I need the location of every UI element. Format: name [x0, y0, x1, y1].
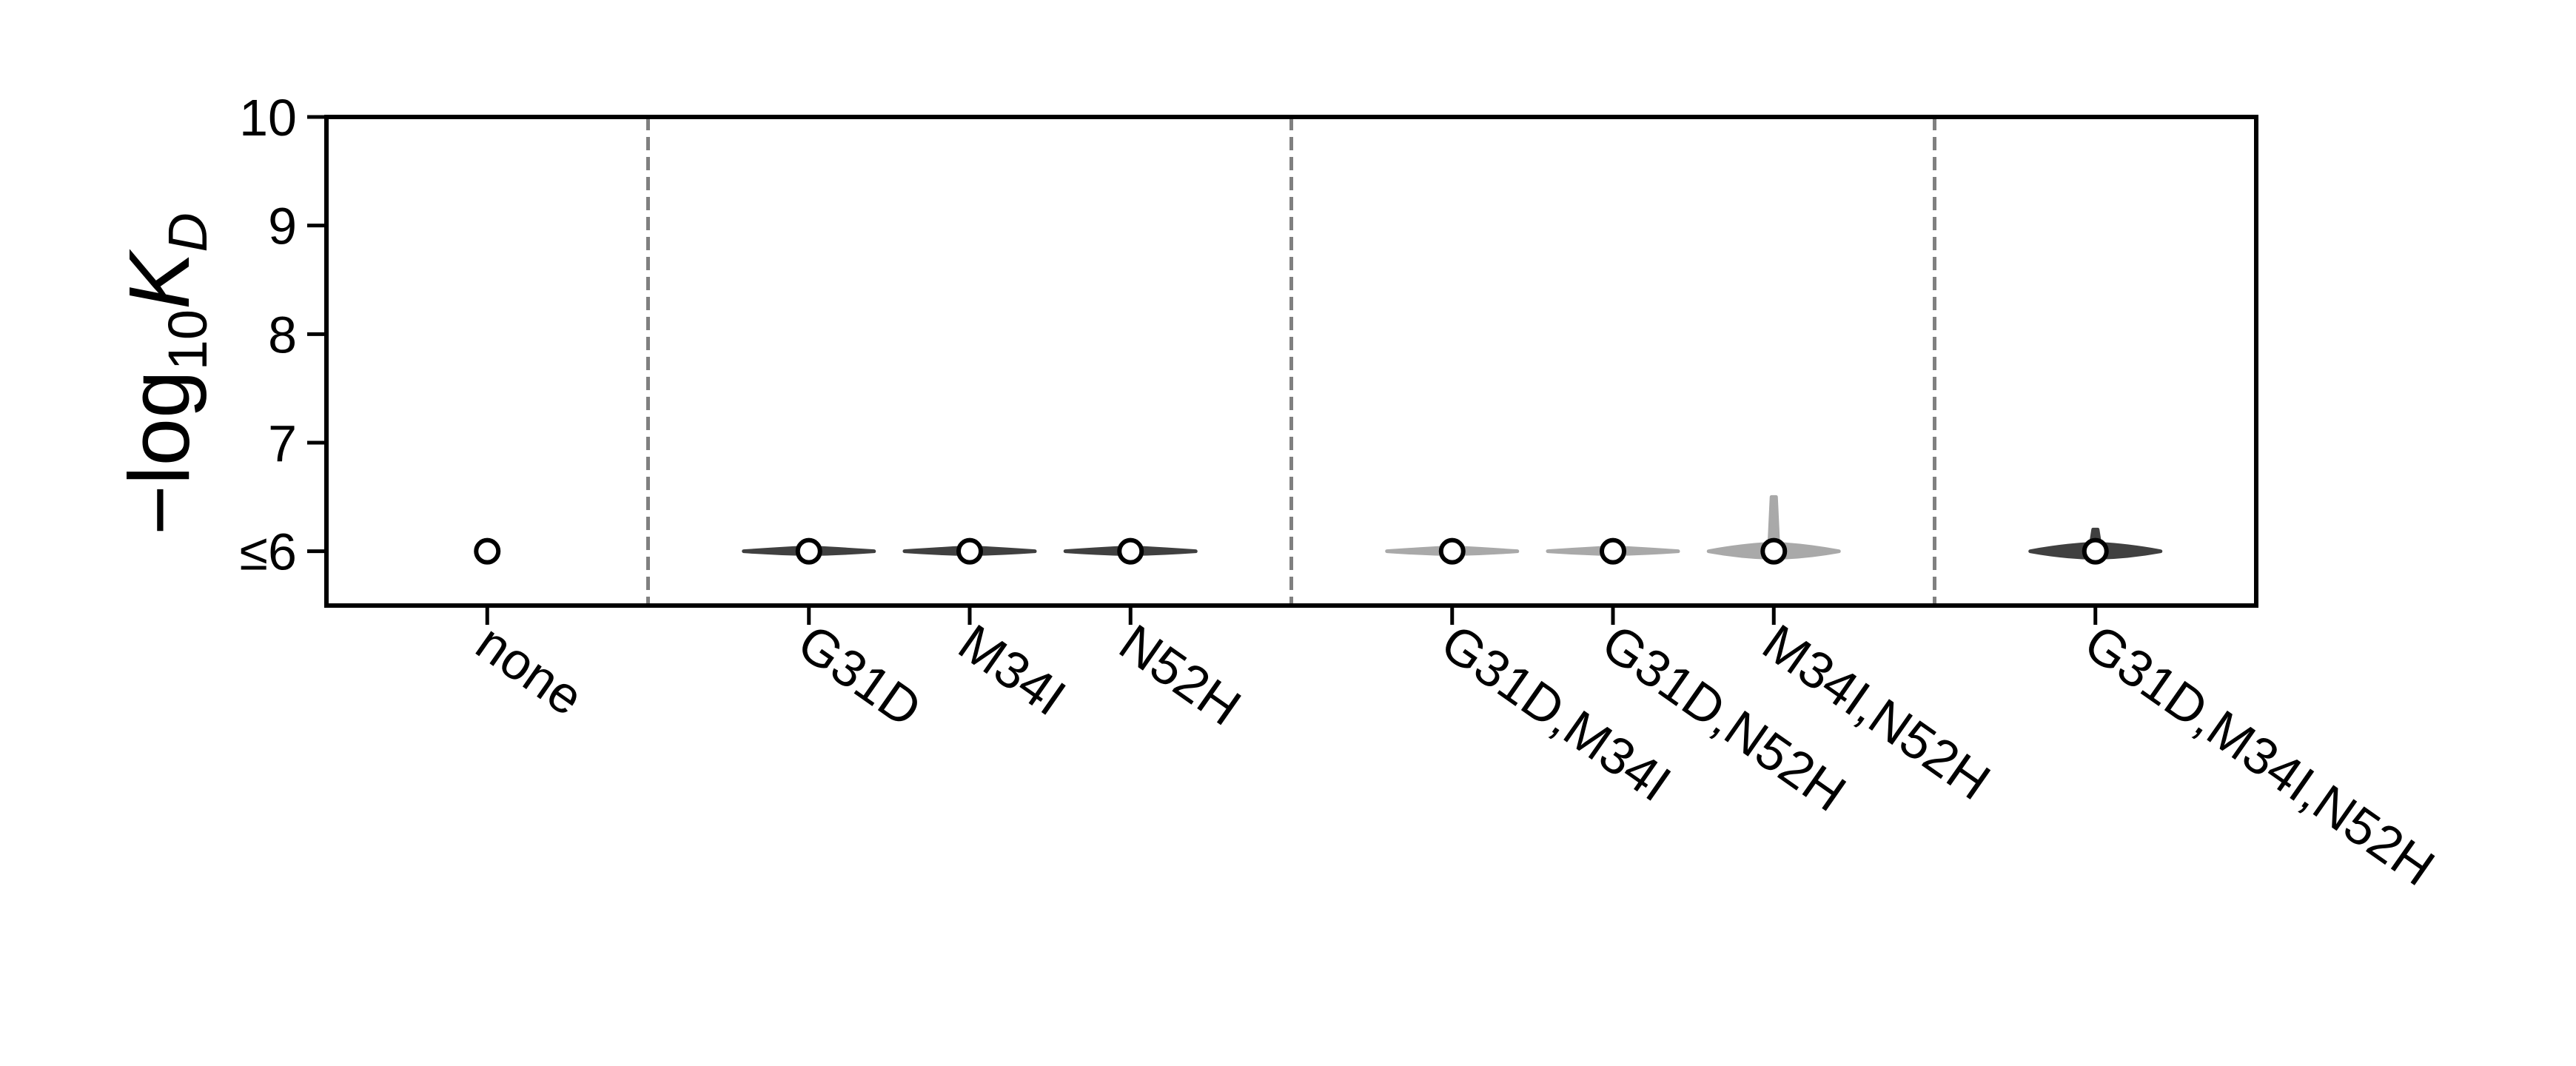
violin	[1063, 546, 1198, 557]
median-marker	[1438, 537, 1466, 565]
median-marker	[795, 537, 822, 565]
violin	[1546, 546, 1680, 557]
median-marker	[956, 537, 983, 565]
violin	[902, 546, 1037, 557]
x-tick-label: none	[466, 613, 594, 726]
violin	[1385, 546, 1520, 557]
y-tick-label: ≤6	[240, 523, 297, 581]
y-tick-label: 8	[268, 306, 297, 363]
violin	[742, 546, 876, 557]
y-tick-label: 7	[268, 415, 297, 472]
median-marker	[1117, 537, 1144, 565]
y-axis-label: −log10KD	[111, 212, 218, 535]
median-marker	[2082, 537, 2109, 565]
x-tick-label: N52H	[1110, 613, 1251, 737]
x-tick-label: M34I	[948, 613, 1076, 726]
median-marker	[1760, 537, 1788, 565]
median-marker	[474, 537, 501, 565]
median-marker	[1600, 537, 1626, 565]
axes-frame	[324, 115, 2258, 608]
x-tick-label: G31D	[788, 613, 932, 738]
y-tick-label: 9	[268, 198, 297, 255]
violin	[1706, 495, 1841, 560]
y-tick-label: 10	[239, 89, 297, 147]
x-tick-label: G31D,M34I,N52H	[2074, 613, 2444, 896]
